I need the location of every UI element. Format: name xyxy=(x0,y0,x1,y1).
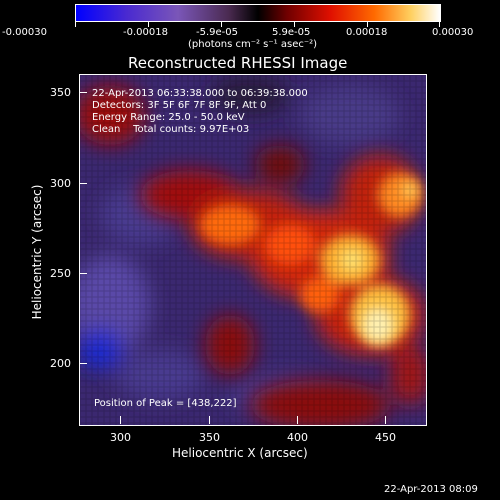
x-tick-450: 450 xyxy=(375,431,396,444)
colorbar-tick-4: 5.9e-05 xyxy=(272,27,311,38)
footer-timestamp: 22-Apr-2013 08:09 xyxy=(384,484,478,495)
x-tick-350: 350 xyxy=(199,431,220,444)
x-axis-title: Heliocentric X (arcsec) xyxy=(172,446,308,460)
colorbar-tick-5: 0.00018 xyxy=(346,27,388,38)
colorbar-tick-1: -0.00030 xyxy=(2,27,47,38)
annotation-detectors: Detectors: 3F 5F 6F 7F 8F 9F, Att 0 xyxy=(92,100,267,111)
y-tick-300: 300 xyxy=(50,177,71,190)
y-tick-200: 200 xyxy=(50,357,71,370)
annotation-time-range: 22-Apr-2013 06:33:38.000 to 06:39:38.000 xyxy=(92,88,308,99)
annotation-peak-position: Position of Peak = [438,222] xyxy=(94,398,237,409)
plot-title: Reconstructed RHESSI Image xyxy=(128,54,348,72)
colorbar-tick-2: -0.00018 xyxy=(123,27,168,38)
colorbar-tick-6: 0.00030 xyxy=(432,27,474,38)
y-tick-350: 350 xyxy=(50,86,71,99)
rhessi-image-field xyxy=(80,75,426,425)
x-tick-400: 400 xyxy=(287,431,308,444)
colorbar-unit-label: (photons cm⁻² s⁻¹ asec⁻²) xyxy=(188,39,318,50)
rhessi-image: 22-Apr-2013 06:33:38.000 to 06:39:38.000… xyxy=(79,74,427,426)
colorbar-tick-3: -5.9e-05 xyxy=(196,27,238,38)
y-tick-250: 250 xyxy=(50,267,71,280)
colorbar-ticks xyxy=(75,22,441,28)
annotation-clean-counts: Clean Total counts: 9.97E+03 xyxy=(92,124,250,135)
x-tick-marks xyxy=(79,414,427,426)
y-tick-marks xyxy=(79,74,91,426)
colorbar xyxy=(75,4,441,22)
x-tick-300: 300 xyxy=(110,431,131,444)
y-axis-title: Heliocentric Y (arcsec) xyxy=(30,184,44,320)
annotation-energy-range: Energy Range: 25.0 - 50.0 keV xyxy=(92,112,245,123)
